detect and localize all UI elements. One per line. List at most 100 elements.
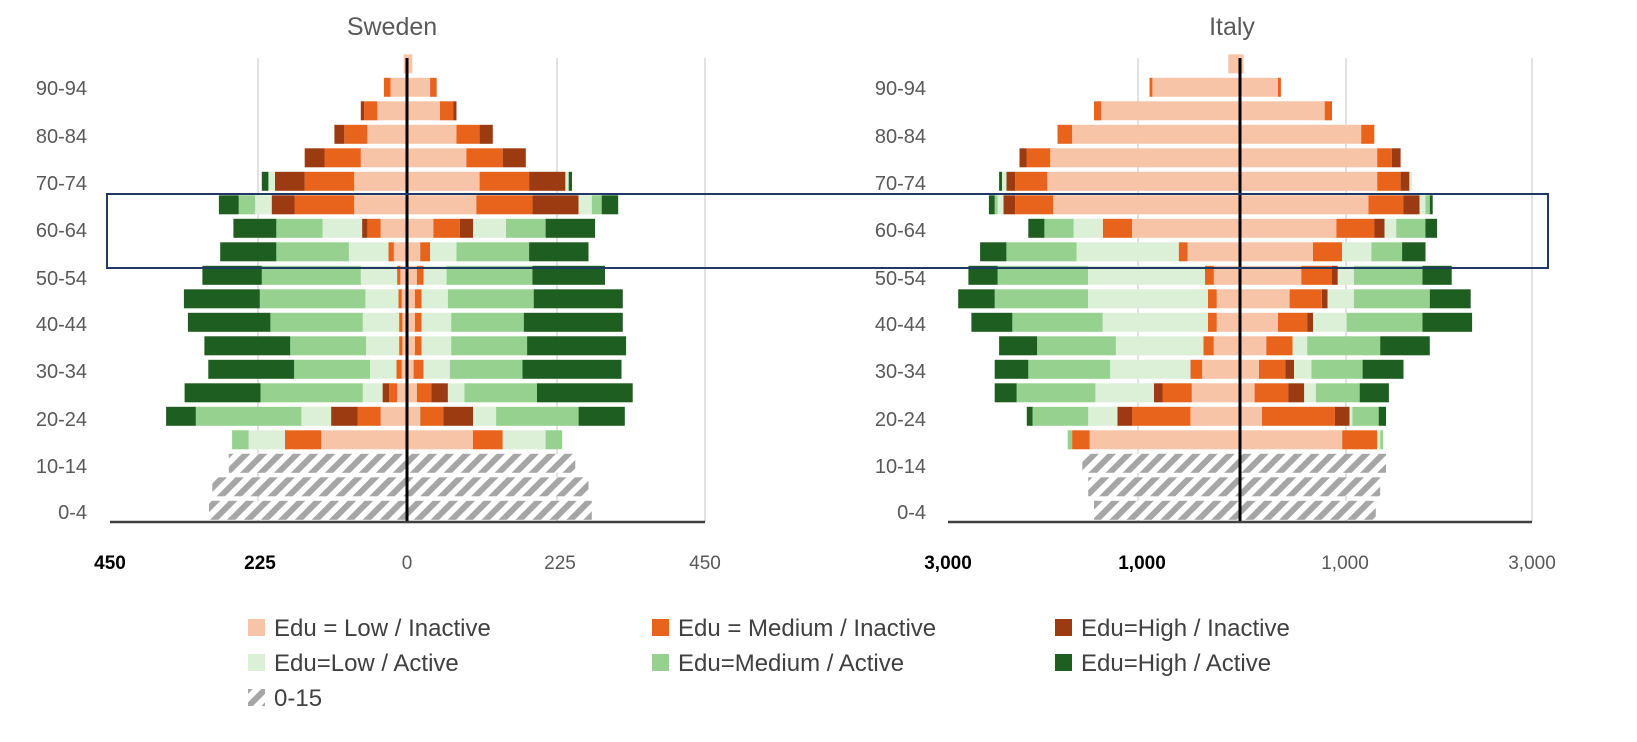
bar-right-55-59-low_active: [1342, 242, 1372, 262]
bar-left-40-44-medium_inactive: [1207, 312, 1217, 332]
bar-left-60-64-medium_inactive: [1102, 218, 1132, 238]
bar-left-30-34-high_active: [994, 359, 1029, 379]
bar-left-45-49-medium_inactive: [398, 289, 402, 309]
age-label: 80-84: [36, 126, 87, 148]
bar-left-60-64-low_inactive: [1132, 218, 1240, 238]
bar-left-65-69-low_active: [997, 195, 1004, 215]
bar-left-35-39-low_active: [1115, 336, 1204, 356]
bar-right-45-49-medium_active: [1353, 289, 1430, 309]
bar-right-55-59-medium_active: [1371, 242, 1403, 262]
bar-left-25-29-high_inactive: [382, 383, 390, 403]
bar-right-15-19-medium_inactive: [1342, 430, 1378, 450]
bar-left-25-29-high_active: [994, 383, 1017, 403]
bar-left-65-69-high_inactive: [1003, 195, 1016, 215]
bar-left-25-29-medium_active: [260, 383, 363, 403]
bar-left-20-24-medium_active: [195, 406, 302, 426]
bar-right-35-39-medium_inactive: [1266, 336, 1293, 356]
bar-right-80-84-high_inactive: [479, 124, 493, 144]
bar-left-40-44-low_inactive: [402, 312, 407, 332]
bar-right-70-74-low_inactive: [1240, 171, 1378, 191]
bar-right-40-44-medium_inactive: [414, 312, 422, 332]
bar-left-25-29-high_inactive: [1153, 383, 1163, 403]
age-label: 10-14: [36, 456, 87, 478]
bar-left-20-24-medium_inactive: [1132, 406, 1191, 426]
bar-right-5-9-under15: [407, 477, 589, 497]
bar-right-60-64-high_active: [545, 218, 596, 238]
bar-left-65-69-medium_active: [238, 195, 256, 215]
bar-right-30-34-high_inactive: [1285, 359, 1295, 379]
bar-left-20-24-high_active: [166, 406, 196, 426]
bar-left-35-39-low_active: [366, 336, 400, 356]
bar-left-25-29-high_active: [184, 383, 261, 403]
bar-right-45-49-high_active: [533, 289, 623, 309]
x-tick-label: 450: [94, 553, 126, 574]
bar-left-40-44-medium_active: [270, 312, 363, 332]
bar-left-35-39-medium_inactive: [1203, 336, 1214, 356]
bar-left-40-44-medium_active: [1012, 312, 1103, 332]
bar-left-75-79-medium_inactive: [324, 148, 361, 168]
age-label: 90-94: [875, 78, 926, 100]
bar-right-25-29-high_inactive: [1288, 383, 1305, 403]
bar-right-40-44-low_active: [421, 312, 452, 332]
bar-left-30-34-low_active: [370, 359, 397, 379]
age-label: 0-4: [58, 502, 87, 524]
legend-swatch: [248, 654, 265, 671]
age-label: 70-74: [36, 173, 87, 195]
bar-left-70-74-low_inactive: [1047, 171, 1240, 191]
x-tick-label: 3,000: [1508, 553, 1556, 574]
bar-right-60-64-low_active: [1384, 218, 1397, 238]
legend-swatch: [652, 654, 669, 671]
bar-right-25-29-medium_inactive: [416, 383, 432, 403]
bar-left-35-39-low_inactive: [1213, 336, 1240, 356]
bar-right-45-49-low_active: [421, 289, 448, 309]
legend-item: Edu=Medium / Active: [652, 650, 904, 677]
bar-left-35-39-medium_active: [290, 336, 367, 356]
bar-left-65-69-low_inactive: [1053, 195, 1240, 215]
bar-right-35-39-low_active: [1292, 336, 1308, 356]
bar-left-35-39-medium_active: [1037, 336, 1116, 356]
bar-right-15-19-medium_active: [545, 430, 563, 450]
bar-left-25-29-low_active: [1095, 383, 1154, 403]
bar-left-45-49-medium_active: [259, 289, 366, 309]
bar-right-10-14-under15: [1240, 453, 1386, 473]
bar-left-65-69-medium_active: [994, 195, 998, 215]
bar-right-15-19-low_inactive: [407, 430, 473, 450]
bar-left-50-54-medium_active: [261, 265, 361, 285]
bar-left-20-24-high_inactive: [331, 406, 358, 426]
bar-left-15-19-medium_inactive: [284, 430, 322, 450]
bar-left-55-59-low_active: [348, 242, 389, 262]
age-label: 0-4: [897, 502, 926, 524]
bar-left-50-54-high_active: [968, 265, 998, 285]
bar-right-20-24-high_active: [578, 406, 625, 426]
legend-item: Edu=Low / Active: [248, 650, 459, 677]
bar-left-15-19-low_inactive: [1089, 430, 1240, 450]
bar-right-20-24-medium_active: [496, 406, 579, 426]
bar-left-70-74-low_active: [268, 171, 275, 191]
bar-left-60-64-medium_active: [1044, 218, 1074, 238]
bar-left-50-54-medium_active: [997, 265, 1089, 285]
bar-right-25-29-low_active: [1304, 383, 1316, 403]
bar-right-30-34-medium_active: [1311, 359, 1363, 379]
bar-right-25-29-high_active: [1359, 383, 1389, 403]
bar-right-25-29-low_inactive: [407, 383, 417, 403]
bar-left-35-39-medium_inactive: [399, 336, 403, 356]
bar-right-80-84-low_inactive: [407, 124, 457, 144]
bar-left-85-89-medium_inactive: [364, 101, 378, 121]
bar-left-40-44-low_inactive: [1216, 312, 1240, 332]
bar-right-15-19-low_active: [1377, 430, 1381, 450]
bar-right-65-69-low_active: [578, 195, 592, 215]
bar-left-65-69-low_inactive: [354, 195, 407, 215]
bar-right-10-14-under15: [407, 453, 576, 473]
bar-left-20-24-low_inactive: [1190, 406, 1240, 426]
age-label: 60-64: [875, 220, 926, 242]
bar-right-55-59-low_inactive: [407, 242, 421, 262]
bar-left-90-94-medium_inactive: [383, 77, 391, 97]
bar-left-30-34-medium_inactive: [1190, 359, 1203, 379]
bar-right-90-94-low_inactive: [407, 77, 431, 97]
bar-right-75-79-medium_inactive: [1377, 148, 1392, 168]
bar-right-55-59-medium_active: [456, 242, 530, 262]
bar-right-30-34-medium_inactive: [1259, 359, 1286, 379]
bar-left-5-9-under15: [1088, 477, 1240, 497]
bar-right-75-79-low_inactive: [407, 148, 467, 168]
